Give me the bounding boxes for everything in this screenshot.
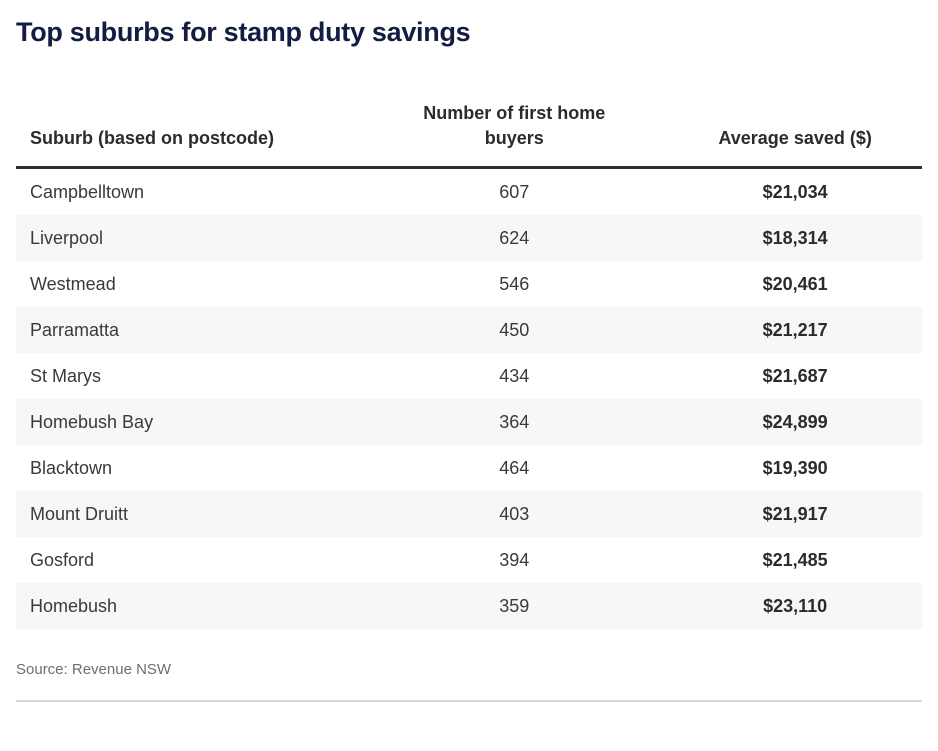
cell-suburb: Homebush Bay — [30, 412, 154, 432]
cell-saved: $24,899 — [762, 412, 828, 432]
table-row: Homebush 359 $23,110 — [16, 583, 922, 629]
stamp-duty-table: Suburb (based on postcode) Number of fir… — [16, 91, 922, 629]
column-header-saved-label: Average saved ($) — [718, 128, 872, 148]
column-header-saved: Average saved ($) — [668, 91, 922, 169]
cell-saved: $21,034 — [762, 182, 828, 202]
table-header: Suburb (based on postcode) Number of fir… — [16, 91, 922, 169]
cell-suburb: Westmead — [30, 274, 116, 294]
table-body: Campbelltown 607 $21,034 Liverpool 624 $… — [16, 168, 922, 629]
cell-buyers: 464 — [499, 458, 530, 478]
cell-buyers: 403 — [499, 504, 530, 524]
cell-saved: $21,485 — [762, 550, 828, 570]
cell-saved: $20,461 — [762, 274, 828, 294]
cell-buyers: 624 — [499, 228, 530, 248]
column-header-buyers: Number of first home buyers — [360, 91, 669, 169]
cell-saved: $21,687 — [762, 366, 828, 386]
table-row: Gosford 394 $21,485 — [16, 537, 922, 583]
cell-saved: $18,314 — [762, 228, 828, 248]
column-header-suburb-label: Suburb (based on postcode) — [30, 128, 275, 148]
table-header-row: Suburb (based on postcode) Number of fir… — [16, 91, 922, 169]
cell-suburb: Parramatta — [30, 320, 120, 340]
table-row: Parramatta 450 $21,217 — [16, 307, 922, 353]
cell-saved: $23,110 — [763, 596, 828, 616]
source-note: Source: Revenue NSW — [16, 661, 172, 678]
cell-buyers: 359 — [499, 596, 530, 616]
cell-buyers: 364 — [499, 412, 530, 432]
table-row: Campbelltown 607 $21,034 — [16, 168, 922, 216]
cell-buyers: 607 — [499, 182, 530, 202]
page-title: Top suburbs for stamp duty savings — [16, 17, 471, 47]
cell-suburb: Homebush — [30, 596, 118, 616]
table-row: Mount Druitt 403 $21,917 — [16, 491, 922, 537]
bottom-divider — [16, 700, 922, 702]
cell-suburb: St Marys — [30, 366, 102, 386]
cell-buyers: 434 — [499, 366, 530, 386]
cell-saved: $19,390 — [762, 458, 828, 478]
table-row: Liverpool 624 $18,314 — [16, 215, 922, 261]
table-row: Homebush Bay 364 $24,899 — [16, 399, 922, 445]
cell-buyers: 450 — [499, 320, 530, 340]
cell-suburb: Gosford — [30, 550, 95, 570]
table-row: Westmead 546 $20,461 — [16, 261, 922, 307]
cell-buyers: 394 — [499, 550, 530, 570]
cell-saved: $21,917 — [762, 504, 828, 524]
column-header-suburb: Suburb (based on postcode) — [16, 91, 361, 169]
stamp-duty-savings-page: Top suburbs for stamp duty savings Subur… — [0, 17, 938, 702]
cell-suburb: Mount Druitt — [30, 504, 129, 524]
cell-buyers: 546 — [499, 274, 530, 294]
column-header-buyers-label: Number of first home buyers — [423, 103, 606, 148]
cell-saved: $21,217 — [762, 320, 828, 340]
cell-suburb: Campbelltown — [30, 182, 145, 202]
table-row: Blacktown 464 $19,390 — [16, 445, 922, 491]
cell-suburb: Blacktown — [30, 458, 113, 478]
table-row: St Marys 434 $21,687 — [16, 353, 922, 399]
cell-suburb: Liverpool — [30, 228, 104, 248]
